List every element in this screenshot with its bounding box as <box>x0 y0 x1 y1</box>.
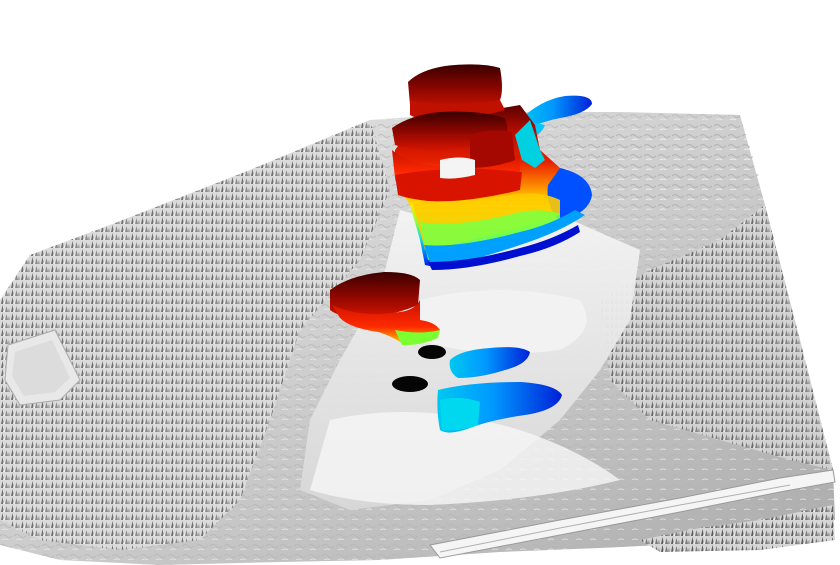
forest-patch-bottom-right <box>640 505 835 552</box>
forested-hillside-left <box>0 120 390 550</box>
blue-plume-lower <box>437 382 562 433</box>
volume-column-upper <box>392 64 592 270</box>
flat-pad <box>4 329 81 406</box>
forested-hillside-right <box>560 115 833 470</box>
blue-plume-middle <box>449 347 530 378</box>
volume-column-lower <box>330 272 440 346</box>
shadow-blobs <box>392 345 446 392</box>
road-corridor <box>429 469 836 559</box>
